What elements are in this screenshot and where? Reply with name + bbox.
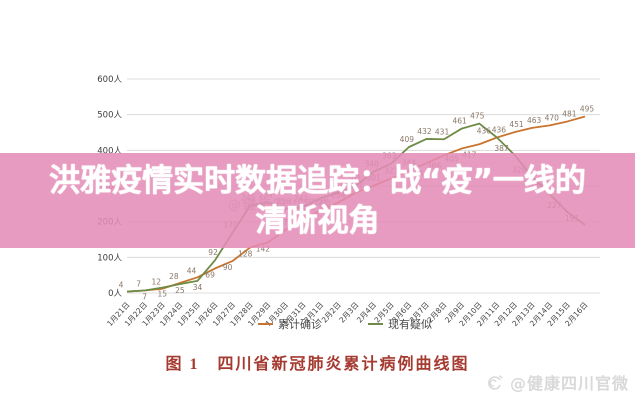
data-label-confirmed: 470 (545, 113, 560, 122)
data-label-suspected: 15 (157, 290, 167, 299)
data-label-suspected: 387 (494, 144, 509, 153)
data-label-confirmed: 128 (238, 249, 253, 258)
data-label-confirmed: 495 (580, 104, 595, 113)
legend-item-confirmed: 累计确诊 (258, 316, 322, 332)
data-label-confirmed: 451 (509, 120, 524, 129)
y-tick-label: 0人 (108, 289, 122, 299)
data-label-confirmed: 69 (205, 270, 215, 279)
data-label-suspected: 92 (208, 248, 218, 257)
watermark-text: @健康四川官微 (509, 374, 629, 393)
data-label-confirmed: 436 (492, 125, 507, 134)
legend-label-suspected: 现有疑似 (388, 318, 432, 331)
weibo-watermark: @健康四川官微 (484, 370, 629, 394)
headline-line-2: 清晰视角 (255, 202, 380, 239)
data-label-confirmed: 142 (256, 244, 271, 253)
confirmed-line-swatch (258, 323, 273, 325)
headline-line-1: 洪雅疫情实时数据追踪：战“疫”一线的 (49, 162, 586, 199)
legend-label-confirmed: 累计确诊 (278, 318, 322, 331)
data-label-confirmed: 7 (136, 280, 141, 289)
weibo-swirl-icon (487, 375, 503, 390)
data-label-confirmed: 28 (169, 272, 179, 281)
legend-item-suspected: 现有疑似 (368, 316, 432, 332)
data-label-confirmed: 44 (187, 266, 197, 275)
data-label-suspected: 34 (193, 283, 203, 292)
data-label-confirmed: 90 (223, 263, 233, 272)
y-tick-label: 500人 (97, 111, 122, 121)
y-tick-label: 600人 (97, 75, 122, 85)
data-label-suspected: 461 (453, 117, 468, 126)
data-label-confirmed: 12 (151, 278, 161, 287)
data-label-suspected: 7 (142, 293, 147, 302)
y-tick-label: 400人 (97, 146, 122, 156)
data-label-suspected: 432 (417, 127, 432, 136)
figure-caption: 图 1 四川省新冠肺炎累计病例曲线图 (165, 356, 470, 373)
data-label-suspected: 475 (470, 112, 485, 121)
data-label-suspected: 431 (435, 127, 450, 136)
y-tick-label: 100人 (97, 253, 122, 263)
data-label-confirmed: 481 (562, 109, 577, 118)
data-label-suspected: 436 (477, 126, 492, 135)
data-label-confirmed: 463 (527, 116, 542, 125)
data-label-suspected: 409 (400, 135, 415, 144)
suspected-line-swatch (368, 323, 383, 325)
chart-legend: 累计确诊 现有疑似 (258, 316, 432, 332)
headline-banner: 洪雅疫情实时数据追踪：战“疫”一线的 清晰视角 (0, 153, 635, 248)
data-label-confirmed: 4 (119, 281, 124, 290)
data-label-suspected: 25 (175, 286, 185, 295)
